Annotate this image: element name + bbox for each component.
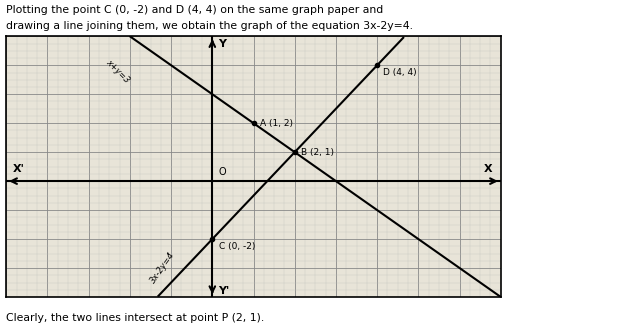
Text: O: O	[218, 167, 226, 177]
Text: D (4, 4): D (4, 4)	[383, 68, 417, 77]
Text: A (1, 2): A (1, 2)	[260, 119, 293, 128]
Text: Clearly, the two lines intersect at point P (2, 1).: Clearly, the two lines intersect at poin…	[6, 314, 265, 323]
Text: x+y=3: x+y=3	[104, 57, 131, 84]
Text: X': X'	[13, 164, 24, 174]
Text: 3x-2y=4: 3x-2y=4	[149, 251, 177, 285]
Text: C (0, -2): C (0, -2)	[218, 242, 255, 251]
Text: X: X	[484, 164, 493, 174]
Text: Y': Y'	[218, 285, 230, 296]
Text: drawing a line joining them, we obtain the graph of the equation 3x-2y=4.: drawing a line joining them, we obtain t…	[6, 21, 413, 31]
Text: Plotting the point C (0, -2) and D (4, 4) on the same graph paper and: Plotting the point C (0, -2) and D (4, 4…	[6, 5, 384, 15]
Text: Y: Y	[218, 39, 227, 49]
Text: B (2, 1): B (2, 1)	[301, 148, 334, 157]
